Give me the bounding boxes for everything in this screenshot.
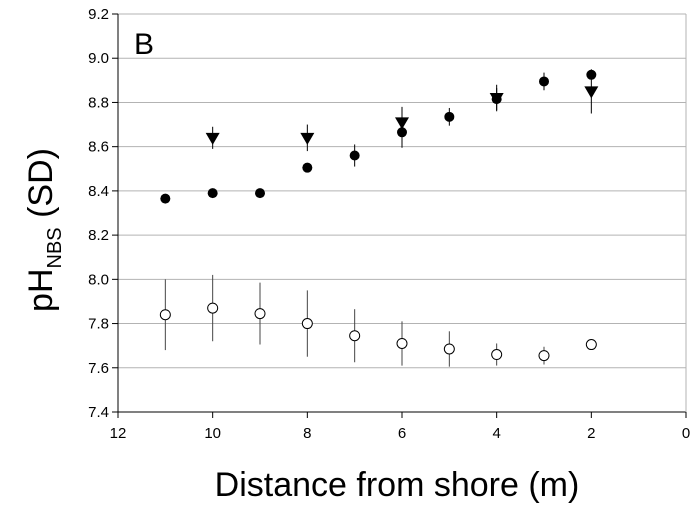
series-filled-triangle-down [205,69,599,152]
data-point [254,308,266,320]
data-point [584,86,599,99]
x-axis-title: Distance from shore (m) [215,466,580,504]
x-tick-label: 8 [303,425,311,442]
data-point [205,132,220,145]
x-tick-label: 10 [204,425,221,442]
data-point [159,309,171,321]
y-tick-label: 8.4 [88,183,109,200]
x-tick-label: 6 [398,425,406,442]
panel-label: B [134,28,154,61]
tick-labels: 7.4 7.6 7.8 8.0 8.2 8.4 8.6 8.8 9.0 9.2 12 10 8 6 4 2 0 [88,6,690,442]
data-point [444,111,455,122]
y-axis-title-suffix: (SD) [22,148,60,227]
data-point [539,76,549,87]
y-axis-title: pHNBS (SD) [22,148,66,312]
y-tick-label: 8.6 [88,139,109,156]
data-point [538,350,550,362]
y-axis-title-subscript: NBS [44,227,66,268]
x-tick-label: 0 [682,425,690,442]
data-point [300,132,315,145]
y-axis-title-main: pH [22,268,60,311]
y-tick-label: 9.0 [88,50,109,67]
data-point [585,339,597,351]
y-tick-label: 7.4 [88,404,109,421]
y-tick-label: 8.2 [88,227,109,244]
data-point [302,162,313,173]
data-point [349,150,360,161]
data-point [207,188,218,199]
y-tick-label: 9.2 [88,6,109,23]
data-point [443,343,455,355]
y-tick-label: 8.0 [88,271,109,288]
data-point [207,302,219,314]
y-tick-label: 7.8 [88,316,109,333]
data-layer [159,69,599,367]
data-point [349,330,361,342]
data-point [489,93,504,106]
data-point [255,188,265,199]
data-point [396,337,408,349]
data-point [395,117,409,130]
y-tick-label: 8.8 [88,94,109,111]
x-tick-label: 4 [492,425,500,442]
data-point [160,193,171,204]
x-tick-label: 2 [587,425,595,442]
data-point [301,318,313,330]
data-point [491,349,503,361]
x-tick-label: 12 [110,425,127,442]
series-open-circle [159,274,597,367]
y-tick-label: 7.6 [88,360,109,377]
axes [112,13,687,418]
